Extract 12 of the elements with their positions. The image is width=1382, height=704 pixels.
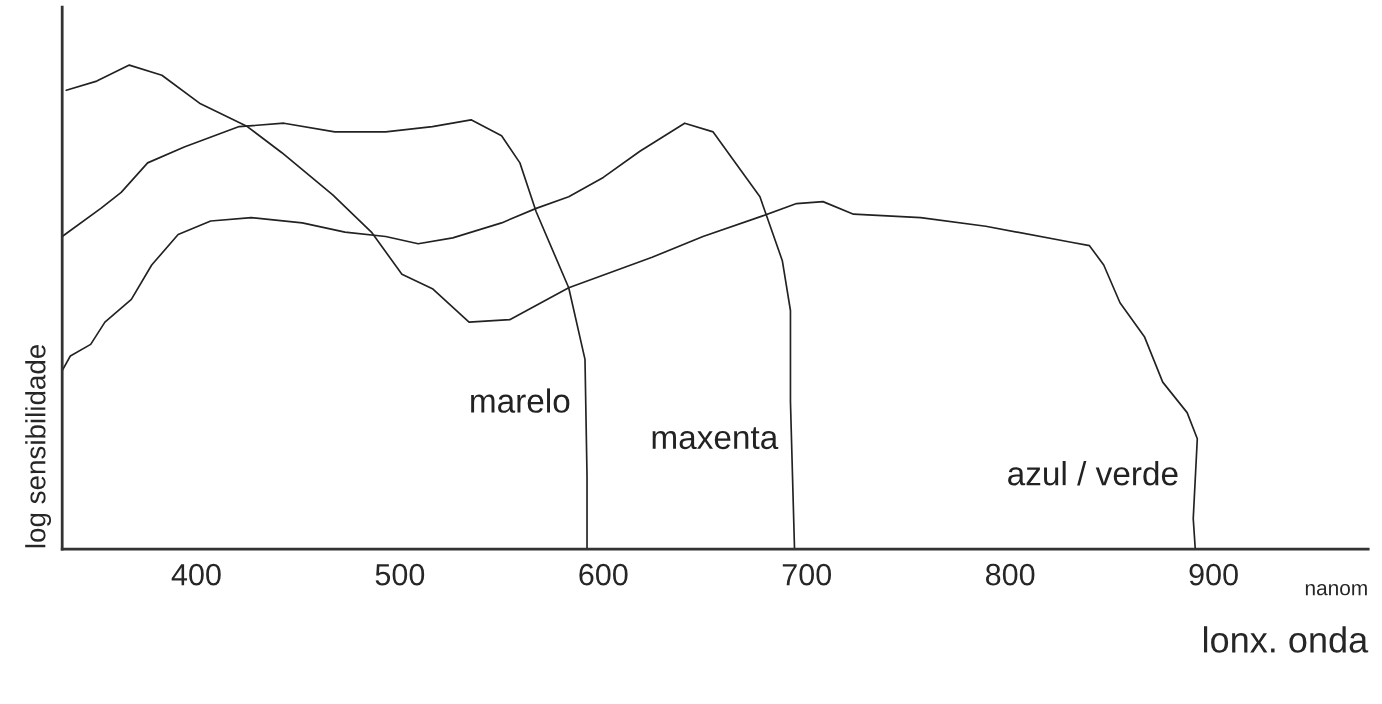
x-axis-title: lonx. onda — [1203, 626, 1369, 653]
x-tick-label: 800 — [985, 563, 1035, 586]
series-label: maxenta — [652, 427, 779, 450]
x-tick-label: 600 — [579, 563, 628, 586]
x-tick-label: 700 — [782, 563, 832, 586]
x-tick-label: 500 — [375, 563, 425, 586]
series-label: marelo — [471, 388, 570, 413]
series-label: azul / verde — [1008, 460, 1178, 486]
text: nanom — [1305, 583, 1367, 596]
x-tick-label: 400 — [171, 563, 221, 586]
x-tick-label: 900 — [1189, 563, 1238, 586]
y-axis-title: log sensibilidade — [25, 344, 52, 548]
